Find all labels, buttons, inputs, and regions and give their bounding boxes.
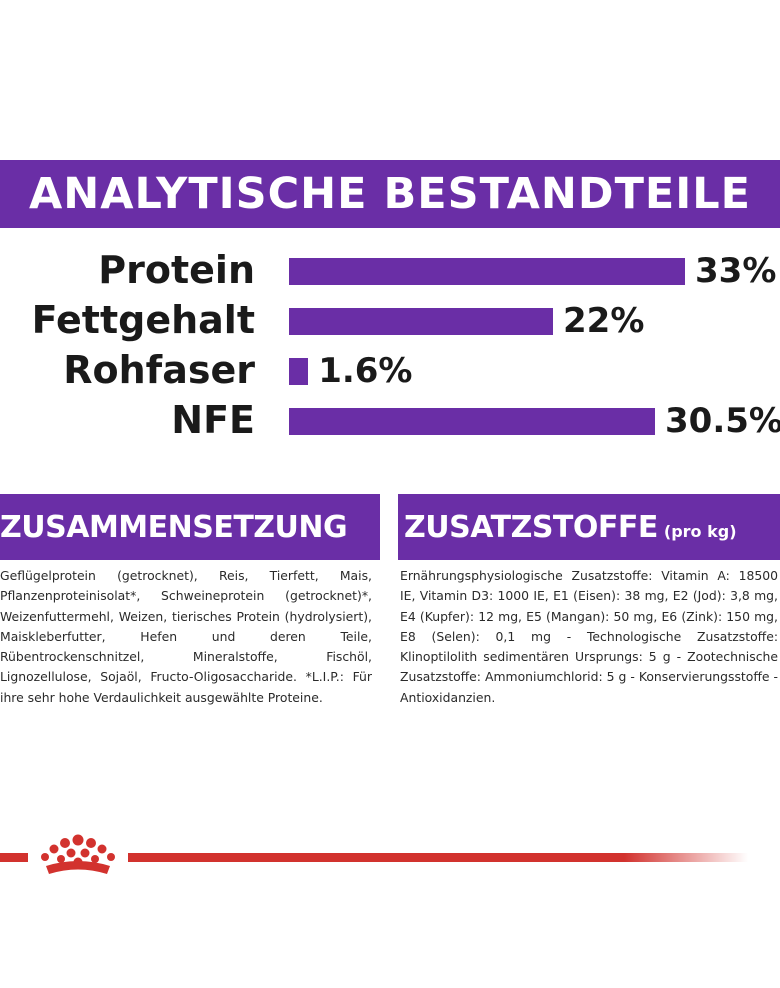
chart-row: Protein 33%	[0, 245, 780, 295]
chart-category-label: Rohfaser	[63, 348, 255, 392]
chart-bar	[289, 358, 309, 385]
chart-row: NFE 30.5%	[0, 395, 780, 445]
footer-line-right	[128, 853, 748, 862]
chart-bar	[289, 308, 553, 335]
additives-subtitle: (pro kg)	[663, 521, 737, 541]
additives-text: Ernährungsphysiologische Zusatzstoffe: V…	[400, 568, 778, 705]
composition-title: ZUSAMMENSETZUNG	[0, 509, 348, 545]
royal-canin-crown-icon	[41, 834, 115, 874]
chart-row: Fettgehalt 22%	[0, 295, 780, 345]
composition-header: ZUSAMMENSETZUNG	[0, 494, 380, 560]
page-title: ANALYTISCHE BESTANDTEILE	[28, 168, 752, 219]
chart-category-label: NFE	[171, 398, 255, 442]
chart-value-label: 22%	[563, 301, 645, 341]
additives-title: ZUSATZSTOFFE	[404, 509, 658, 545]
chart-bar	[289, 258, 685, 285]
chart-category-label: Protein	[98, 248, 255, 292]
additives-header: ZUSATZSTOFFE (pro kg)	[398, 494, 780, 560]
chart-row: Rohfaser 1.6%	[0, 345, 780, 395]
chart-bar	[289, 408, 655, 435]
chart-value-label: 30.5%	[665, 401, 780, 441]
composition-text: Geflügelprotein (getrocknet), Reis, Tier…	[0, 568, 372, 705]
analytics-banner: ANALYTISCHE BESTANDTEILE	[0, 160, 780, 228]
nutrient-bar-chart: Protein 33% Fettgehalt 22% Rohfaser 1.6% NFE 30…	[0, 245, 780, 445]
chart-value-label: 1.6%	[318, 351, 413, 391]
footer-line-left	[0, 853, 28, 862]
chart-value-label: 33%	[695, 251, 777, 291]
chart-category-label: Fettgehalt	[31, 298, 255, 342]
